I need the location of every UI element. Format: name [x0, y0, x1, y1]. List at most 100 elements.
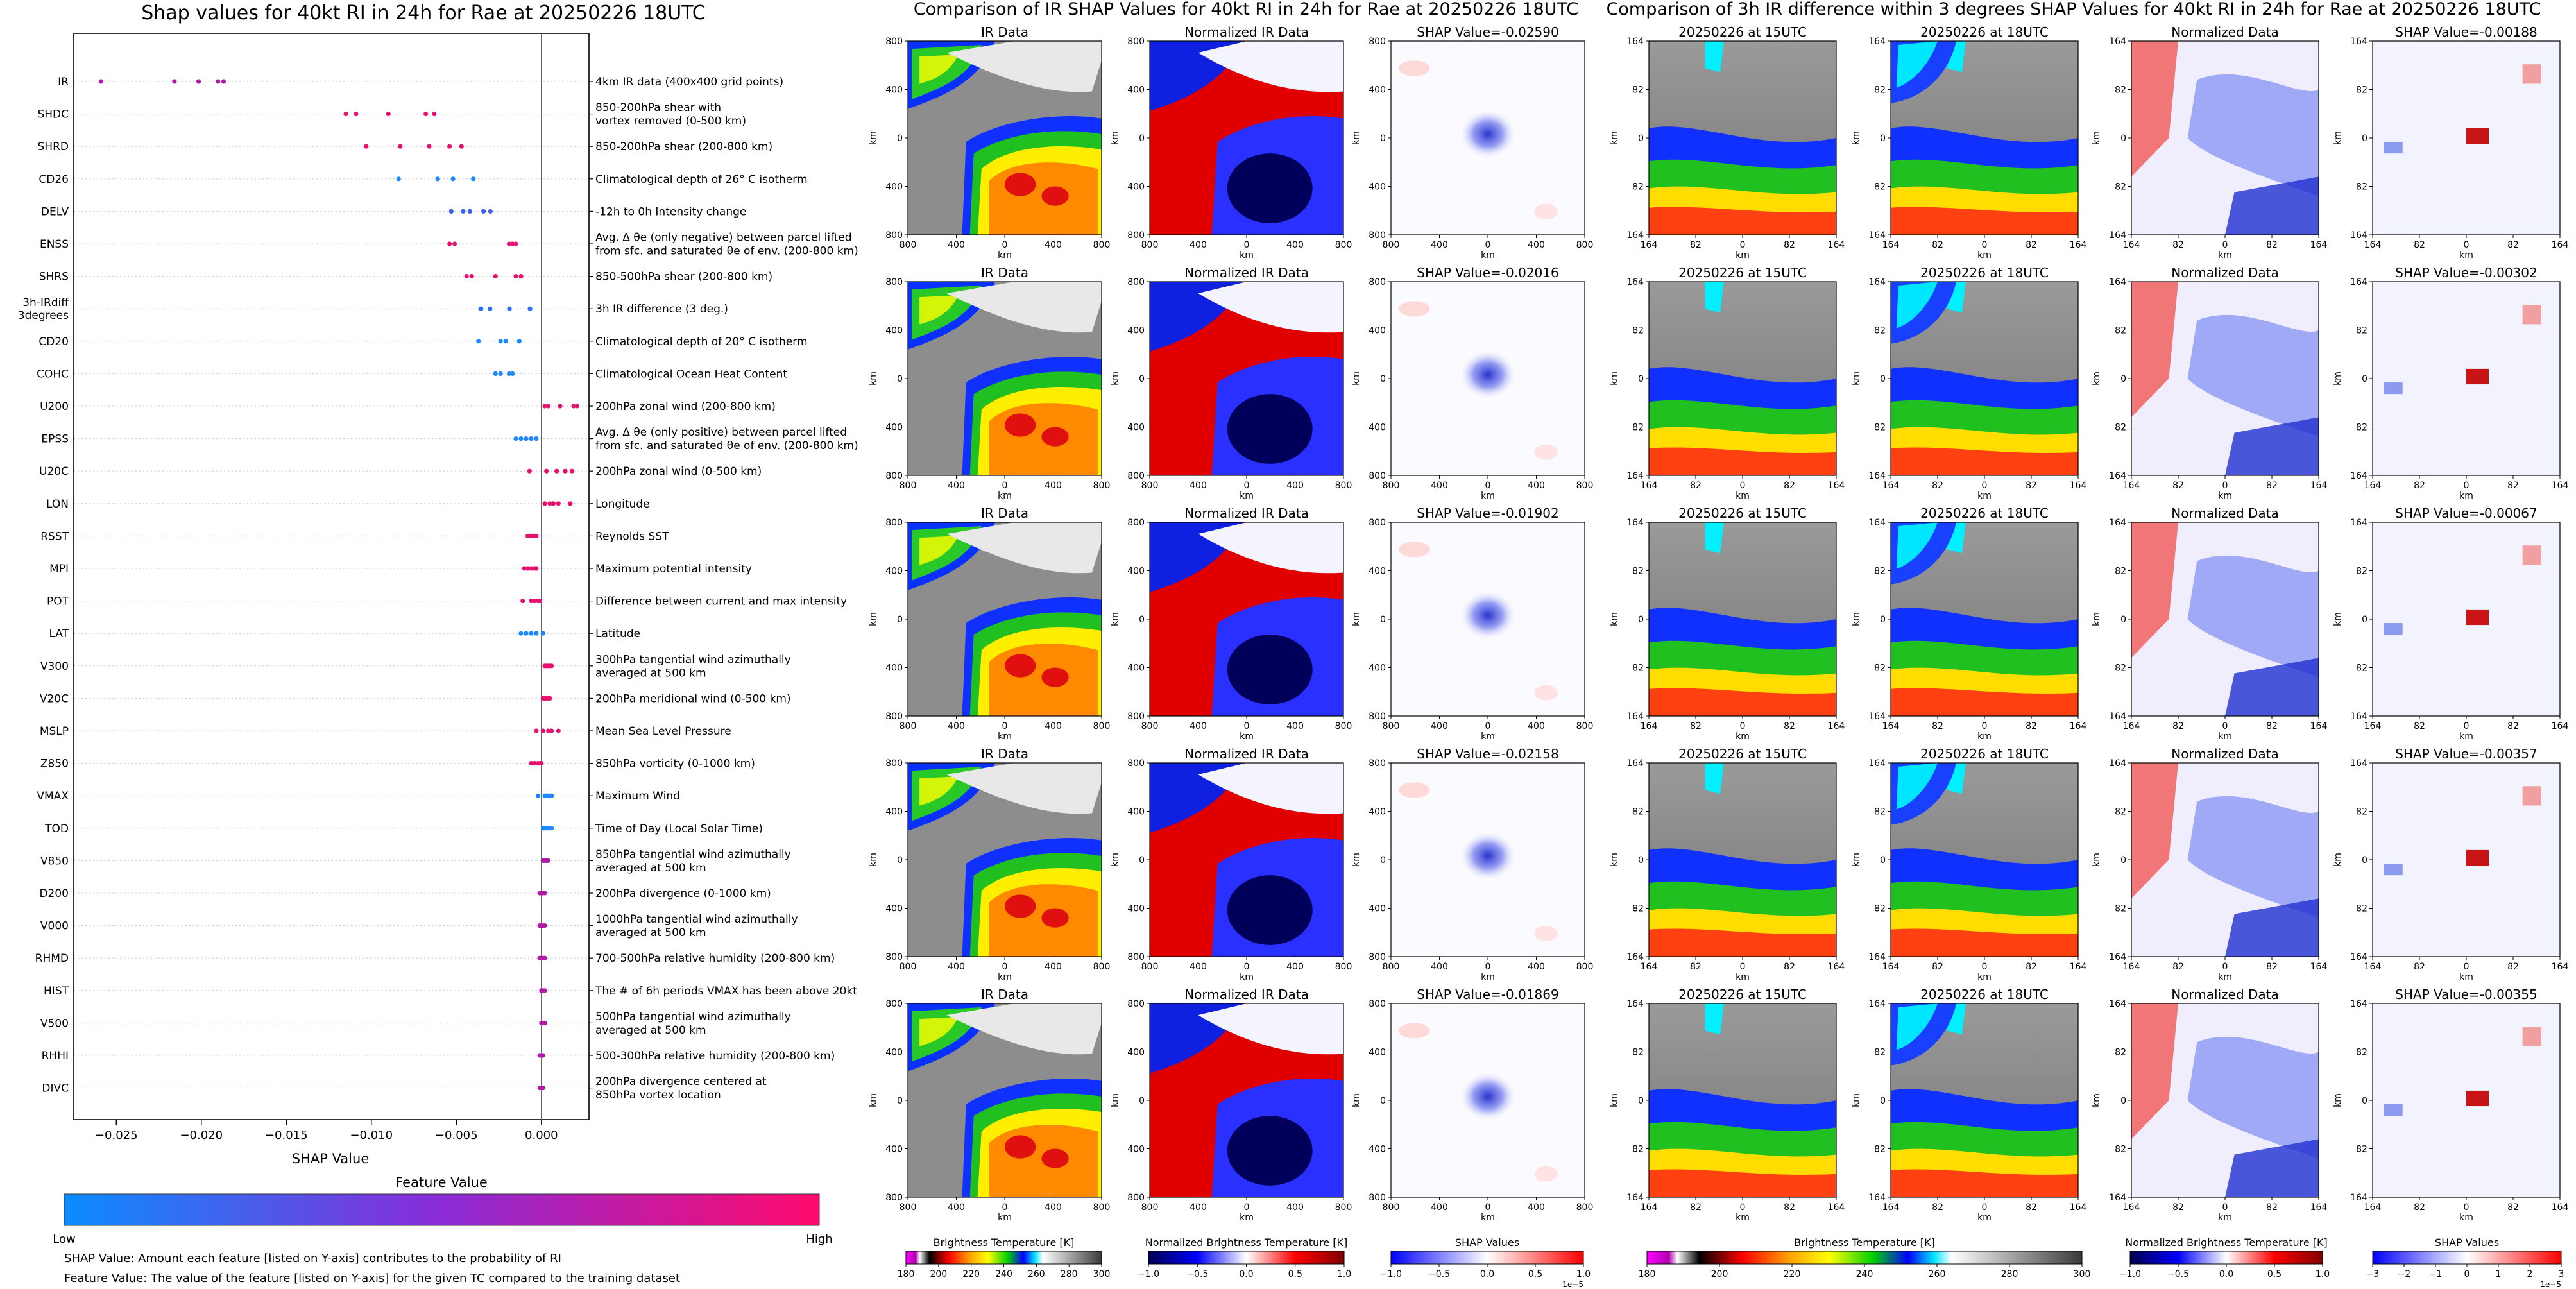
x-tick-label: 0 — [1244, 481, 1250, 491]
colorbar-tick-label: 3 — [2559, 1269, 2564, 1279]
x-tick-label: 82 — [2507, 481, 2519, 491]
tile-title: 20250226 at 18UTC — [1920, 24, 2049, 40]
tile-title: SHAP Value=-0.02016 — [1417, 265, 1558, 280]
x-tick-label: 82 — [2414, 721, 2425, 731]
x-tick-label: 82 — [2266, 481, 2278, 491]
y-tick-label: 0 — [2120, 855, 2126, 866]
y-tick-label: 0 — [1139, 133, 1145, 144]
x-axis-label: km — [1240, 491, 1254, 501]
x-tick-label: 400 — [1286, 240, 1304, 250]
y-axis-label: km — [1609, 131, 1619, 145]
ir-cloud-white — [946, 763, 1102, 814]
feature-name-label: V500 — [40, 1017, 69, 1030]
y-tick-label: 164 — [2109, 37, 2126, 47]
shap-point — [574, 404, 580, 409]
y-tick-label: 82 — [1874, 423, 1886, 433]
y-tick-label: 0 — [1638, 1096, 1644, 1106]
y-axis-label: km — [1110, 1093, 1120, 1107]
diff-norm-blue — [2187, 1036, 2319, 1159]
shap-point — [447, 241, 452, 246]
x-tick-label: 164 — [2123, 481, 2140, 491]
shap-point — [545, 404, 550, 409]
x-tick-label: 82 — [2414, 240, 2425, 250]
y-tick-label: 800 — [1127, 712, 1145, 722]
x-axis-label: km — [1736, 731, 1750, 742]
shap-point — [467, 209, 473, 214]
diff-cloud-red — [1891, 447, 2078, 475]
y-tick-label: 0 — [2362, 133, 2367, 144]
y-tick-label: 400 — [1369, 1048, 1386, 1058]
colorbar-tick-label: 0.0 — [2219, 1269, 2233, 1279]
y-tick-label: 400 — [885, 663, 903, 674]
y-tick-label: 0 — [2362, 615, 2367, 625]
y-tick-label: 164 — [2350, 952, 2367, 962]
feature-name-label: SHRS — [39, 271, 69, 284]
x-tick-label: 164 — [2364, 481, 2382, 491]
x-tick-label: 164 — [1641, 481, 1658, 491]
feature-name-label: V20C — [40, 692, 69, 705]
diff-norm-blue-deep — [2225, 176, 2319, 235]
x-tick-label: 82 — [2172, 240, 2184, 250]
x-tick-label: 400 — [1045, 481, 1062, 491]
y-tick-label: 82 — [1632, 85, 1644, 96]
tile-title: IR Data — [981, 506, 1028, 521]
x-tick-label: 82 — [1932, 240, 1943, 250]
diff-shap-neg — [2384, 864, 2403, 876]
tile-title: SHAP Value=-0.02158 — [1417, 746, 1558, 762]
tile-title: Normalized IR Data — [1184, 506, 1309, 521]
colorbar-low-label: Low — [53, 1233, 75, 1246]
x-tick-label: 82 — [2172, 481, 2184, 491]
diff-shap-pos — [2466, 128, 2489, 144]
diff-norm-red — [2131, 1003, 2178, 1140]
shap-point — [542, 891, 547, 896]
x-tick-label: 164 — [2310, 962, 2328, 972]
x-tick-label: 800 — [900, 962, 917, 972]
feature-description-label: averaged at 500 km — [595, 667, 706, 679]
feature-description-label: 850hPa vortex location — [595, 1089, 721, 1102]
feature-name-label: 3degrees — [18, 309, 69, 322]
x-tick-label: 0 — [2464, 240, 2469, 250]
feature-description-label: 200hPa zonal wind (200-800 km) — [595, 400, 776, 413]
shap-point — [542, 1020, 547, 1025]
ir-storm-core — [1005, 1135, 1036, 1159]
shap-point — [343, 112, 348, 117]
x-tick-label: 400 — [1528, 962, 1545, 972]
feature-description-label: Avg. Δ θe (only positive) between parcel… — [595, 426, 847, 439]
shap-xlabel: SHAP Value — [292, 1151, 370, 1166]
colorbar-tick-label: 1.0 — [1576, 1269, 1591, 1279]
x-tick-label: 400 — [1431, 240, 1448, 250]
feature-description-label: Avg. Δ θe (only negative) between parcel… — [595, 232, 852, 244]
x-tick-label: 800 — [1576, 721, 1594, 731]
y-tick-label: 800 — [885, 230, 903, 241]
shap-point — [550, 501, 556, 506]
diff-cold-cloud — [1896, 1003, 1938, 1050]
x-tick-label: 164 — [2552, 721, 2569, 731]
y-tick-label: 800 — [1369, 37, 1386, 47]
x-tick-label: 400 — [948, 1202, 965, 1213]
x-tick-label: 164 — [1828, 721, 1845, 731]
feature-description-label: 4km IR data (400x400 grid points) — [595, 76, 783, 89]
norm-white — [1198, 1003, 1343, 1055]
feature-name-label: V000 — [40, 920, 69, 933]
shap-point — [427, 144, 432, 149]
y-tick-label: 400 — [885, 1145, 903, 1155]
shap-ir-pos — [1534, 444, 1558, 460]
colorbar — [905, 1251, 1102, 1265]
y-tick-label: 164 — [2109, 518, 2126, 528]
x-tick-label: 0 — [1002, 240, 1008, 250]
shap-point — [447, 144, 452, 149]
feature-name-label: ENSS — [40, 238, 69, 251]
colorbar — [1148, 1251, 1345, 1265]
shap-ir-blob — [1458, 1071, 1517, 1122]
diff-norm-red — [2131, 41, 2178, 177]
x-tick-label: 0 — [1485, 962, 1491, 972]
feature-description-label: Climatological Ocean Heat Content — [595, 368, 787, 380]
feature-name-label: LAT — [49, 627, 69, 640]
shap-point — [459, 144, 464, 149]
x-tick-label: −0.025 — [95, 1129, 138, 1142]
colorbar-tick-label: −0.5 — [1428, 1269, 1450, 1279]
x-tick-label: 0 — [1485, 240, 1491, 250]
shap-point — [529, 599, 534, 604]
y-tick-label: 82 — [2356, 807, 2367, 817]
x-tick-label: 0 — [1485, 481, 1491, 491]
